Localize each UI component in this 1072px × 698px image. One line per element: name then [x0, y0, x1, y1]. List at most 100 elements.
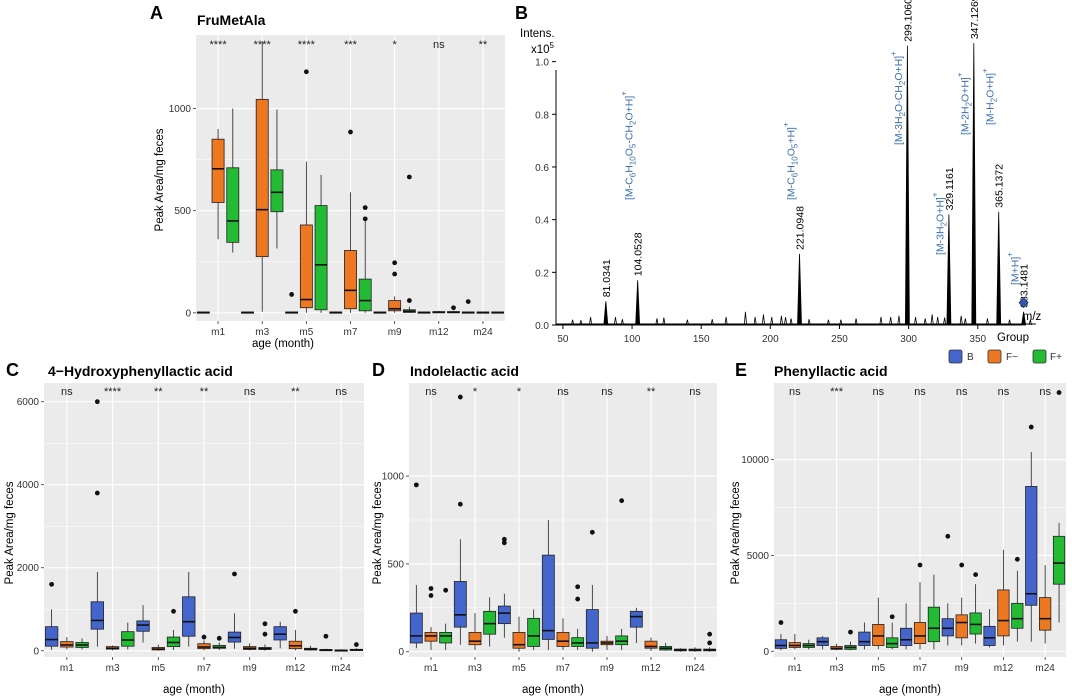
panel-d-outlier-point	[457, 501, 463, 507]
panel-b-minor-peak	[779, 315, 784, 326]
panel-d-xtick-label: m24	[685, 663, 705, 674]
panel-b-ion-annotation: [M-3H2O-CH2O+H]+	[889, 51, 907, 145]
panel-c-outlier-point	[232, 571, 237, 577]
panel-d-box	[585, 529, 599, 652]
panel-a-box	[285, 292, 299, 314]
panel-b-plot: 0.0 0.2 0.4 0.6 0.8 1.0 50 100 150 200 250 300 350 81…	[535, 0, 1036, 345]
panel-e-significance-label: ***	[830, 386, 844, 398]
panel-a-outlier-point	[406, 298, 412, 303]
panel-d-significance-label: **	[647, 386, 656, 398]
panel-d-box-iqr	[615, 635, 629, 646]
panel-b-peak-label: 383.1481	[1019, 264, 1031, 308]
panel-b-ion-annotation: [M-C6H10O5-CH2O+H]+	[620, 91, 638, 200]
panel-d-xlabel: age (month)	[522, 684, 584, 696]
panel-a-box-iqr	[314, 205, 328, 311]
panel-d-ytick-label: 1000	[382, 472, 405, 483]
panel-a-box-iqr	[270, 169, 284, 213]
panel-c-box-iqr	[288, 640, 303, 650]
panel-e-box	[1052, 390, 1066, 623]
panel-b-minor-peak	[761, 314, 766, 326]
panel-a-ylabel: Peak Area/mg feces	[154, 128, 166, 231]
panel-d-box	[527, 609, 541, 650]
panel-d-outlier-point	[575, 584, 581, 590]
panel-e-box	[844, 629, 857, 651]
panel-e-box-iqr	[774, 639, 788, 649]
panel-e-box-iqr	[1011, 602, 1024, 629]
panel-a-box	[461, 299, 475, 314]
panel-c-xtick-label: m12	[286, 663, 306, 674]
panel-e-significance-label: ns	[1039, 386, 1051, 398]
panel-e-xtick-label: m7	[913, 663, 927, 674]
ion-annotation-part: O+H]	[893, 56, 905, 81]
panel-a-box	[358, 205, 372, 313]
panel-a-xtick-label: m9	[388, 327, 402, 338]
panel-b-peak	[946, 214, 952, 326]
panel-b-ion-annotation: [M-2H2O+H]+	[956, 72, 974, 135]
panel-e-outlier-point	[889, 614, 895, 620]
panel-d-box	[424, 586, 438, 650]
panel-a-outlier-point	[465, 299, 471, 304]
panel-c-ytick-label: 0	[33, 646, 39, 657]
panel-b-peak	[904, 45, 910, 326]
ion-annotation-part: +	[931, 192, 940, 197]
panel-b-ion-annotation: [M-H2O+H]+	[981, 68, 999, 125]
panel-b-peak	[971, 43, 977, 326]
panel-b-minor-peak	[897, 315, 901, 326]
ion-annotation-part: 2	[965, 101, 974, 106]
panel-c-box	[121, 622, 135, 650]
panel-b-peak-label: 329.1161	[944, 167, 956, 210]
panel-e-box	[983, 609, 996, 648]
panel-b-peak-label: 347.1269	[969, 0, 981, 39]
panel-e-box-iqr	[997, 589, 1010, 637]
panel-a-ytick-label: 500	[174, 206, 191, 217]
panel-b-minor-peak	[710, 319, 714, 326]
panel-a-title: FruMetAla	[197, 12, 266, 28]
panel-e-outlier-point	[1056, 390, 1062, 395]
panel-label-c: C	[6, 360, 19, 380]
panel-d-outlier-point	[443, 587, 449, 593]
panel-d-xtick-label: m1	[424, 663, 438, 674]
panel-e-box	[1039, 565, 1052, 644]
panel-c-xtick-label: m9	[243, 663, 257, 674]
panel-a-outlier-point	[406, 174, 412, 180]
ion-annotation-part: O+H]	[935, 197, 947, 222]
panel-b-minor-peak	[588, 317, 593, 326]
panel-e-significance-label: ns	[998, 386, 1010, 398]
ion-annotation-part: O-CH	[893, 85, 905, 112]
panel-b-xtick-label: 250	[831, 334, 848, 345]
panel-b-yscale-base: x10	[531, 44, 550, 56]
panel-b-xtick-label: 200	[762, 334, 779, 345]
panel-b-minor-peak	[826, 319, 831, 326]
panel-d-xtick-label: m7	[556, 663, 570, 674]
ion-annotation-part: 5	[790, 143, 799, 148]
panel-d-box	[556, 618, 570, 650]
panel-d-outlier-point	[707, 631, 713, 637]
panel-a-box-iqr	[226, 167, 240, 243]
panel-c-xtick-label: m3	[106, 663, 120, 674]
panel-b-peak-label: 221.0948	[795, 206, 807, 250]
panel-e-box-iqr	[913, 622, 927, 644]
panel-c-significance-label: **	[154, 386, 163, 398]
panel-a-significance-label: *	[393, 39, 398, 51]
panel-d-significance-label: ns	[425, 386, 437, 398]
panel-c-significance-label: **	[200, 386, 209, 398]
panel-d-box-iqr	[483, 610, 497, 635]
panel-d-box-iqr	[541, 554, 555, 640]
panel-c-xtick-label: m24	[331, 663, 351, 674]
panel-b-minor-peak	[854, 318, 858, 326]
panel-b-xtick-label: 50	[557, 334, 569, 345]
panel-b-minor-peak	[662, 317, 666, 326]
panel-e-outlier-point	[848, 629, 853, 635]
panel-e-box	[830, 643, 843, 651]
panel-d-significance-label: ns	[601, 386, 613, 398]
panel-c-box-iqr	[44, 626, 59, 647]
panel-b-minor-peak	[655, 318, 659, 326]
panel-b-ion-annotation: [M-C6H10O5+H]+	[781, 122, 799, 200]
panel-a-box	[417, 311, 431, 314]
panel-d-ytick-label: 0	[398, 647, 404, 658]
panel-d-box-iqr	[644, 640, 658, 649]
panel-b-minor-peak	[879, 317, 883, 326]
ion-annotation-part: 6	[629, 172, 638, 177]
legend-swatch-fplus	[1032, 349, 1047, 364]
legend-swatch-b	[948, 349, 963, 364]
